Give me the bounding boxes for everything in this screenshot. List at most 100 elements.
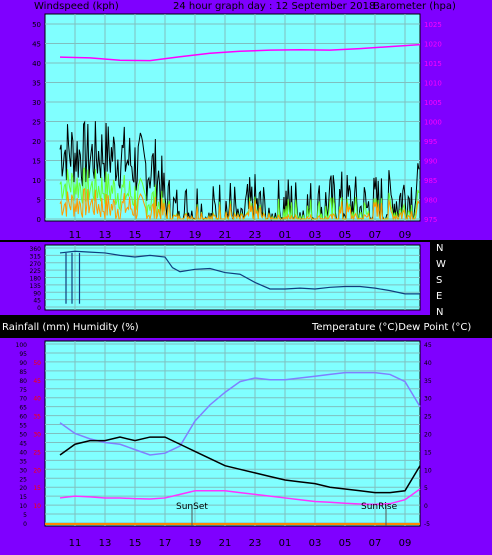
humidity-y-tick: 25 bbox=[19, 476, 27, 483]
wind-y-tick: 10 bbox=[32, 177, 41, 185]
wind-y-tick: 5 bbox=[37, 197, 41, 205]
barometer-y-tick: 1010 bbox=[424, 80, 442, 88]
wind-x-tick: 03 bbox=[309, 230, 322, 241]
humidity-y-tick: 85 bbox=[19, 369, 27, 376]
humidity-y-tick: 30 bbox=[19, 467, 27, 474]
barometer-y-tick: 1025 bbox=[424, 21, 442, 29]
barometer-y-tick: 1000 bbox=[424, 119, 442, 127]
temperature-series bbox=[45, 371, 421, 525]
sunrise-label: SunRise bbox=[361, 502, 398, 512]
barometer-y-tick: 990 bbox=[424, 158, 437, 166]
temperature-x-tick: 03 bbox=[309, 538, 322, 549]
rain-humidity-title: Rainfall (mm) Humidity (%) bbox=[2, 322, 139, 333]
humidity-y-tick: 70 bbox=[19, 396, 27, 403]
wind-x-tick: 15 bbox=[129, 230, 142, 241]
wind-x-tick: 23 bbox=[249, 230, 262, 241]
rain-y-tick: 40 bbox=[33, 396, 41, 403]
barometer-line bbox=[59, 43, 421, 62]
direction-line bbox=[59, 250, 420, 295]
barometer-y-tick: 1020 bbox=[424, 41, 442, 49]
humidity-y-tick: 40 bbox=[19, 449, 27, 456]
wind-y-tick: 45 bbox=[32, 41, 41, 49]
rain-y-tick: 30 bbox=[33, 432, 41, 439]
direction-label-band bbox=[430, 240, 492, 315]
direction-grid bbox=[45, 245, 420, 310]
barometer-y-tick: 995 bbox=[424, 138, 437, 146]
wind-x-tick: 13 bbox=[99, 230, 112, 241]
temp-dew-title: Temperature (°C)Dew Point (°C) bbox=[311, 322, 471, 333]
direction-y-tick: 225 bbox=[30, 268, 42, 275]
direction-y-tick: 180 bbox=[30, 276, 42, 283]
humidity-y-tick: 20 bbox=[19, 485, 27, 492]
humidity-y-tick: 10 bbox=[19, 503, 27, 510]
wind-y-tick: 25 bbox=[32, 119, 41, 127]
wind-y-tick: 40 bbox=[32, 60, 41, 68]
temperature-x-tick: 11 bbox=[69, 538, 82, 549]
humidity-y-tick: 55 bbox=[19, 423, 27, 430]
rain-y-tick: 50 bbox=[33, 360, 41, 367]
rain-y-tick: 45 bbox=[33, 378, 41, 385]
rain-y-tick: 10 bbox=[33, 503, 41, 510]
dewpoint-line bbox=[59, 488, 421, 506]
sunset-label: SunSet bbox=[176, 502, 208, 512]
direction-y-tick: 45 bbox=[33, 298, 41, 305]
humidity-y-tick: 60 bbox=[19, 414, 27, 421]
temperature-y-tick: 20 bbox=[424, 432, 432, 439]
wind-y-tick: 50 bbox=[32, 21, 41, 29]
wind-x-tick: 01 bbox=[279, 230, 292, 241]
wind-x-tick: 17 bbox=[159, 230, 172, 241]
direction-y-tick: 360 bbox=[30, 246, 42, 253]
humidity-y-tick: 75 bbox=[19, 387, 27, 394]
temperature-grid bbox=[45, 341, 420, 526]
wind-x-tick: 07 bbox=[369, 230, 382, 241]
bottom-header-band bbox=[0, 315, 492, 338]
temperature-x-tick: 13 bbox=[99, 538, 112, 549]
humidity-y-tick: 100 bbox=[16, 342, 28, 349]
wind-x-tick: 09 bbox=[399, 230, 412, 241]
temperature-line bbox=[59, 436, 421, 494]
temperature-axes: 05 10 15 20 25 30 35 40 45 50 55 60 65 70 75 80 85 90 95 10… bbox=[16, 342, 432, 549]
direction-label-s: S bbox=[436, 275, 442, 286]
temperature-y-tick: 35 bbox=[424, 378, 432, 385]
humidity-y-tick: 35 bbox=[19, 458, 27, 465]
temperature-y-tick: -5 bbox=[424, 521, 430, 528]
wind-y-tick: 0 bbox=[37, 216, 41, 224]
barometer-y-tick: 985 bbox=[424, 177, 437, 185]
direction-y-tick: 135 bbox=[30, 283, 42, 290]
wind-axes: 0510152025303540455097598098599099510001… bbox=[32, 21, 442, 241]
wind-x-tick: 11 bbox=[69, 230, 82, 241]
wind-y-tick: 15 bbox=[32, 158, 41, 166]
humidity-y-tick: 95 bbox=[19, 351, 27, 358]
direction-label-n: N bbox=[436, 243, 443, 254]
wind-x-tick: 21 bbox=[219, 230, 232, 241]
temperature-x-tick: 15 bbox=[129, 538, 142, 549]
rain-y-tick: 25 bbox=[33, 449, 41, 456]
windspeed-title: Windspeed (kph) bbox=[34, 1, 119, 12]
direction-label-n: N bbox=[436, 307, 443, 318]
humidity-y-tick: 90 bbox=[19, 360, 27, 367]
direction-y-tick: 270 bbox=[30, 261, 42, 268]
wind-x-tick: 05 bbox=[339, 230, 352, 241]
wind-y-tick: 35 bbox=[32, 80, 41, 88]
barometer-y-tick: 1005 bbox=[424, 99, 442, 107]
temperature-y-tick: 10 bbox=[424, 467, 432, 474]
direction-y-tick: 0 bbox=[37, 305, 41, 312]
barometer-title: Barometer (hpa) bbox=[373, 1, 456, 12]
temperature-y-tick: 40 bbox=[424, 360, 432, 367]
direction-y-tick: 90 bbox=[33, 290, 41, 297]
humidity-y-tick: 65 bbox=[19, 405, 27, 412]
direction-label-w: W bbox=[436, 259, 446, 270]
graph-date-title: 24 hour graph day : 12 September 2018 bbox=[173, 1, 375, 12]
temperature-x-tick: 07 bbox=[369, 538, 382, 549]
temperature-x-tick: 01 bbox=[279, 538, 292, 549]
humidity-y-tick: 5 bbox=[23, 512, 27, 519]
temperature-x-tick: 05 bbox=[339, 538, 352, 549]
humidity-y-tick: 80 bbox=[19, 378, 27, 385]
direction-series bbox=[59, 250, 420, 304]
temperature-x-tick: 23 bbox=[249, 538, 262, 549]
temperature-x-tick: 17 bbox=[159, 538, 172, 549]
direction-label-e: E bbox=[436, 291, 442, 302]
temperature-y-tick: 30 bbox=[424, 396, 432, 403]
